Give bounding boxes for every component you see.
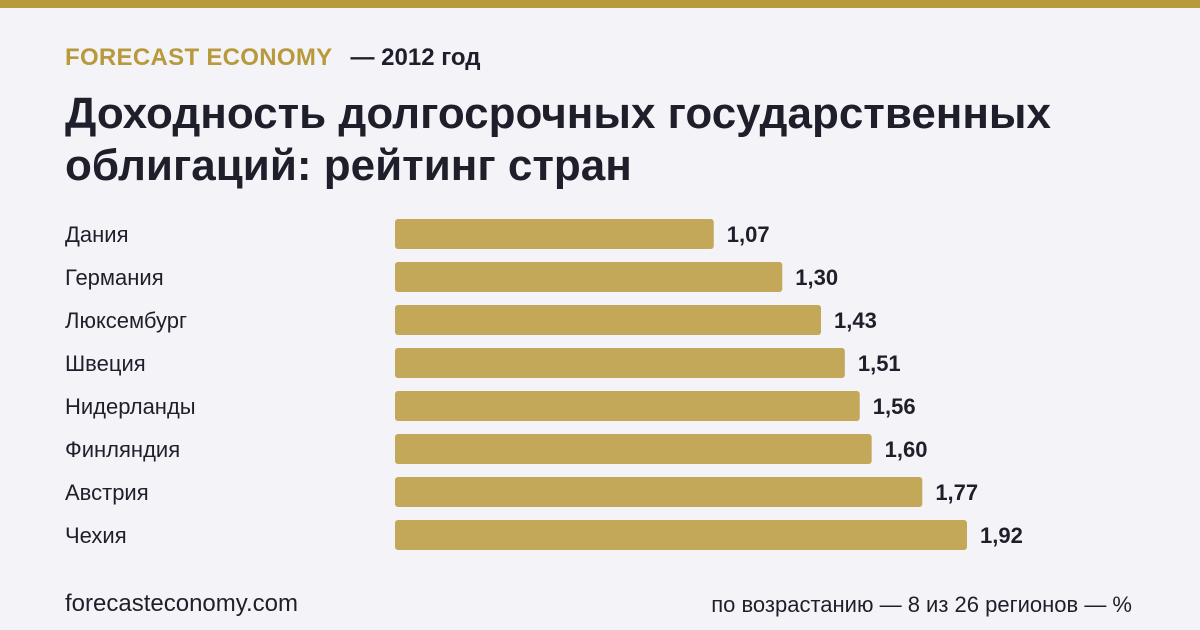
- category-label: Швеция: [65, 351, 146, 376]
- data-label: 1,56: [873, 394, 916, 419]
- category-label: Нидерланды: [65, 394, 196, 419]
- category-label: Финляндия: [65, 437, 180, 462]
- data-label: 1,51: [858, 351, 901, 376]
- brand-name: FORECAST ECONOMY: [65, 44, 333, 71]
- category-label: Германия: [65, 265, 164, 290]
- footer-note: по возрастанию — 8 из 26 регионов — %: [711, 592, 1132, 617]
- category-label: Дания: [65, 222, 129, 247]
- data-label: 1,60: [885, 437, 928, 462]
- bar: [395, 219, 714, 249]
- category-label: Австрия: [65, 480, 149, 505]
- bar: [395, 262, 783, 292]
- bar-chart: Дания 1,07 Германия 1,30 Люксембург 1,43 Швеци…: [65, 219, 1023, 550]
- data-label: 1,07: [727, 222, 770, 247]
- brand-row: FORECAST ECONOMY — 2012 год: [65, 44, 480, 72]
- category-label: Люксембург: [65, 308, 187, 333]
- data-label: 1,77: [935, 480, 978, 505]
- bar: [395, 434, 872, 464]
- category-label: Чехия: [65, 523, 127, 548]
- period-label: — 2012 год: [350, 44, 481, 71]
- chart-title: Доходность долгосрочных государственных …: [65, 89, 1051, 190]
- data-label: 1,43: [834, 308, 877, 333]
- bar: [395, 348, 845, 378]
- bar: [395, 477, 923, 507]
- data-label: 1,92: [980, 523, 1023, 548]
- bar: [395, 391, 860, 421]
- top-accent-stripe: [0, 0, 1200, 8]
- data-label: 1,30: [795, 265, 838, 290]
- footer-site: forecasteconomy.com: [65, 590, 298, 617]
- bar: [395, 305, 822, 335]
- bar: [395, 520, 967, 550]
